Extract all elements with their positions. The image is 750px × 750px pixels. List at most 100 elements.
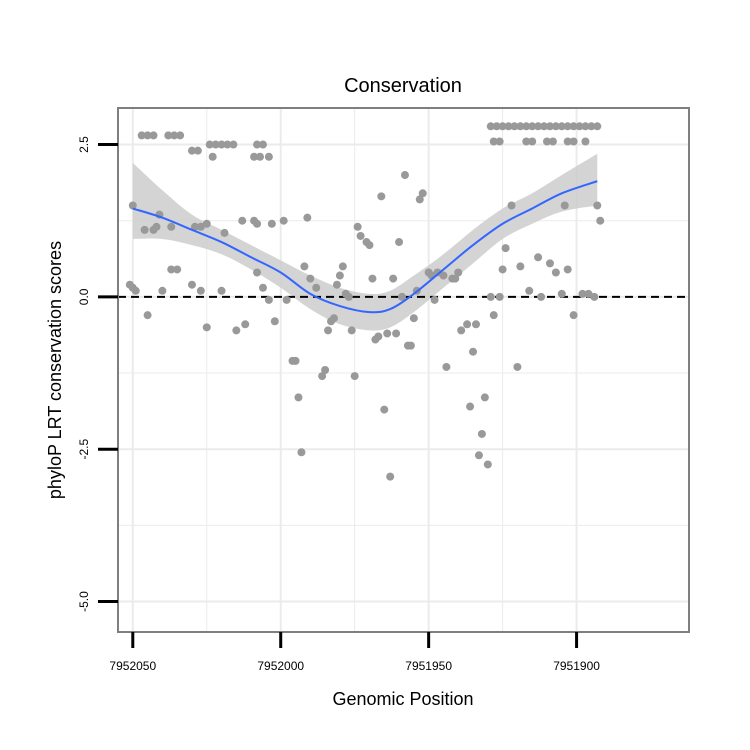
data-point (217, 140, 226, 149)
data-point (516, 122, 525, 131)
data-point (498, 265, 507, 274)
data-point (196, 286, 205, 295)
data-point (569, 311, 578, 320)
data-point (187, 146, 196, 155)
data-point (542, 137, 551, 146)
data-point (241, 320, 250, 329)
data-point (389, 274, 398, 283)
data-point (253, 140, 262, 149)
data-point (335, 271, 344, 280)
data-point (575, 122, 584, 131)
data-point (584, 289, 593, 298)
data-point (152, 222, 161, 231)
data-point (143, 311, 152, 320)
x-axis-title: Genomic Position (332, 689, 473, 709)
data-point (383, 329, 392, 338)
data-point (193, 146, 202, 155)
data-point (232, 326, 241, 335)
data-point (569, 122, 578, 131)
y-axis: 2.5 0.0 -2.5 -5.0 (77, 136, 118, 612)
y-tick-label: 2.5 (77, 136, 91, 153)
data-point (208, 152, 217, 161)
data-point (338, 262, 347, 271)
data-point (128, 283, 137, 292)
data-point (282, 295, 291, 304)
data-point (324, 326, 333, 335)
data-point (279, 216, 288, 225)
data-point (395, 238, 404, 247)
data-point (250, 152, 259, 161)
data-point (297, 448, 306, 457)
data-point (451, 274, 460, 283)
data-point (525, 286, 534, 295)
data-point (143, 131, 152, 140)
data-point (217, 286, 226, 295)
data-point (563, 137, 572, 146)
data-point (489, 311, 498, 320)
confidence-band (132, 153, 598, 331)
data-point (593, 201, 602, 210)
data-point (270, 317, 279, 326)
data-point (170, 131, 179, 140)
data-point (563, 265, 572, 274)
data-point (253, 268, 262, 277)
data-point (291, 356, 300, 365)
data-point (223, 140, 232, 149)
data-point (457, 326, 466, 335)
data-point (306, 274, 315, 283)
data-point (365, 241, 374, 250)
data-point (377, 192, 386, 201)
data-point (329, 314, 338, 323)
data-point (454, 268, 463, 277)
data-point (466, 402, 475, 411)
data-point (164, 131, 173, 140)
data-point (548, 137, 557, 146)
data-point (540, 122, 549, 131)
data-point (486, 292, 495, 301)
data-point (303, 213, 312, 222)
data-point (318, 372, 327, 381)
data-point (202, 219, 211, 228)
data-point (489, 137, 498, 146)
data-point (596, 216, 605, 225)
data-point (220, 228, 229, 237)
data-point (581, 137, 590, 146)
smooth-line (132, 180, 598, 314)
x-tick-label: 7951950 (405, 659, 452, 673)
data-point (415, 195, 424, 204)
data-point (321, 366, 330, 374)
data-point (386, 472, 395, 481)
data-point (202, 323, 211, 332)
x-axis: 7952050 7952000 7951950 7951900 (109, 632, 600, 673)
data-point (400, 171, 409, 180)
data-point (474, 451, 483, 460)
data-point (380, 405, 389, 414)
data-point (332, 280, 341, 289)
data-point (545, 259, 554, 268)
grid-lines (118, 108, 689, 632)
data-point (551, 122, 560, 131)
data-point (495, 292, 504, 301)
confidence-ribbon (132, 153, 598, 331)
data-point (158, 286, 167, 295)
data-point (347, 326, 356, 335)
data-point (534, 253, 543, 262)
data-point (507, 201, 516, 210)
data-point (312, 283, 321, 292)
x-tick-label: 7951900 (553, 659, 600, 673)
data-point (187, 280, 196, 289)
data-point (406, 341, 415, 350)
data-point (528, 122, 537, 131)
data-point (557, 122, 566, 131)
data-point (173, 265, 182, 274)
data-point (258, 283, 267, 292)
data-point (258, 140, 267, 149)
data-point (528, 137, 537, 146)
data-point (267, 219, 276, 228)
panel-border (117, 107, 690, 633)
data-point (587, 122, 596, 131)
data-point (442, 362, 451, 371)
data-point (350, 372, 359, 381)
data-point (409, 314, 418, 323)
data-point (495, 137, 504, 146)
